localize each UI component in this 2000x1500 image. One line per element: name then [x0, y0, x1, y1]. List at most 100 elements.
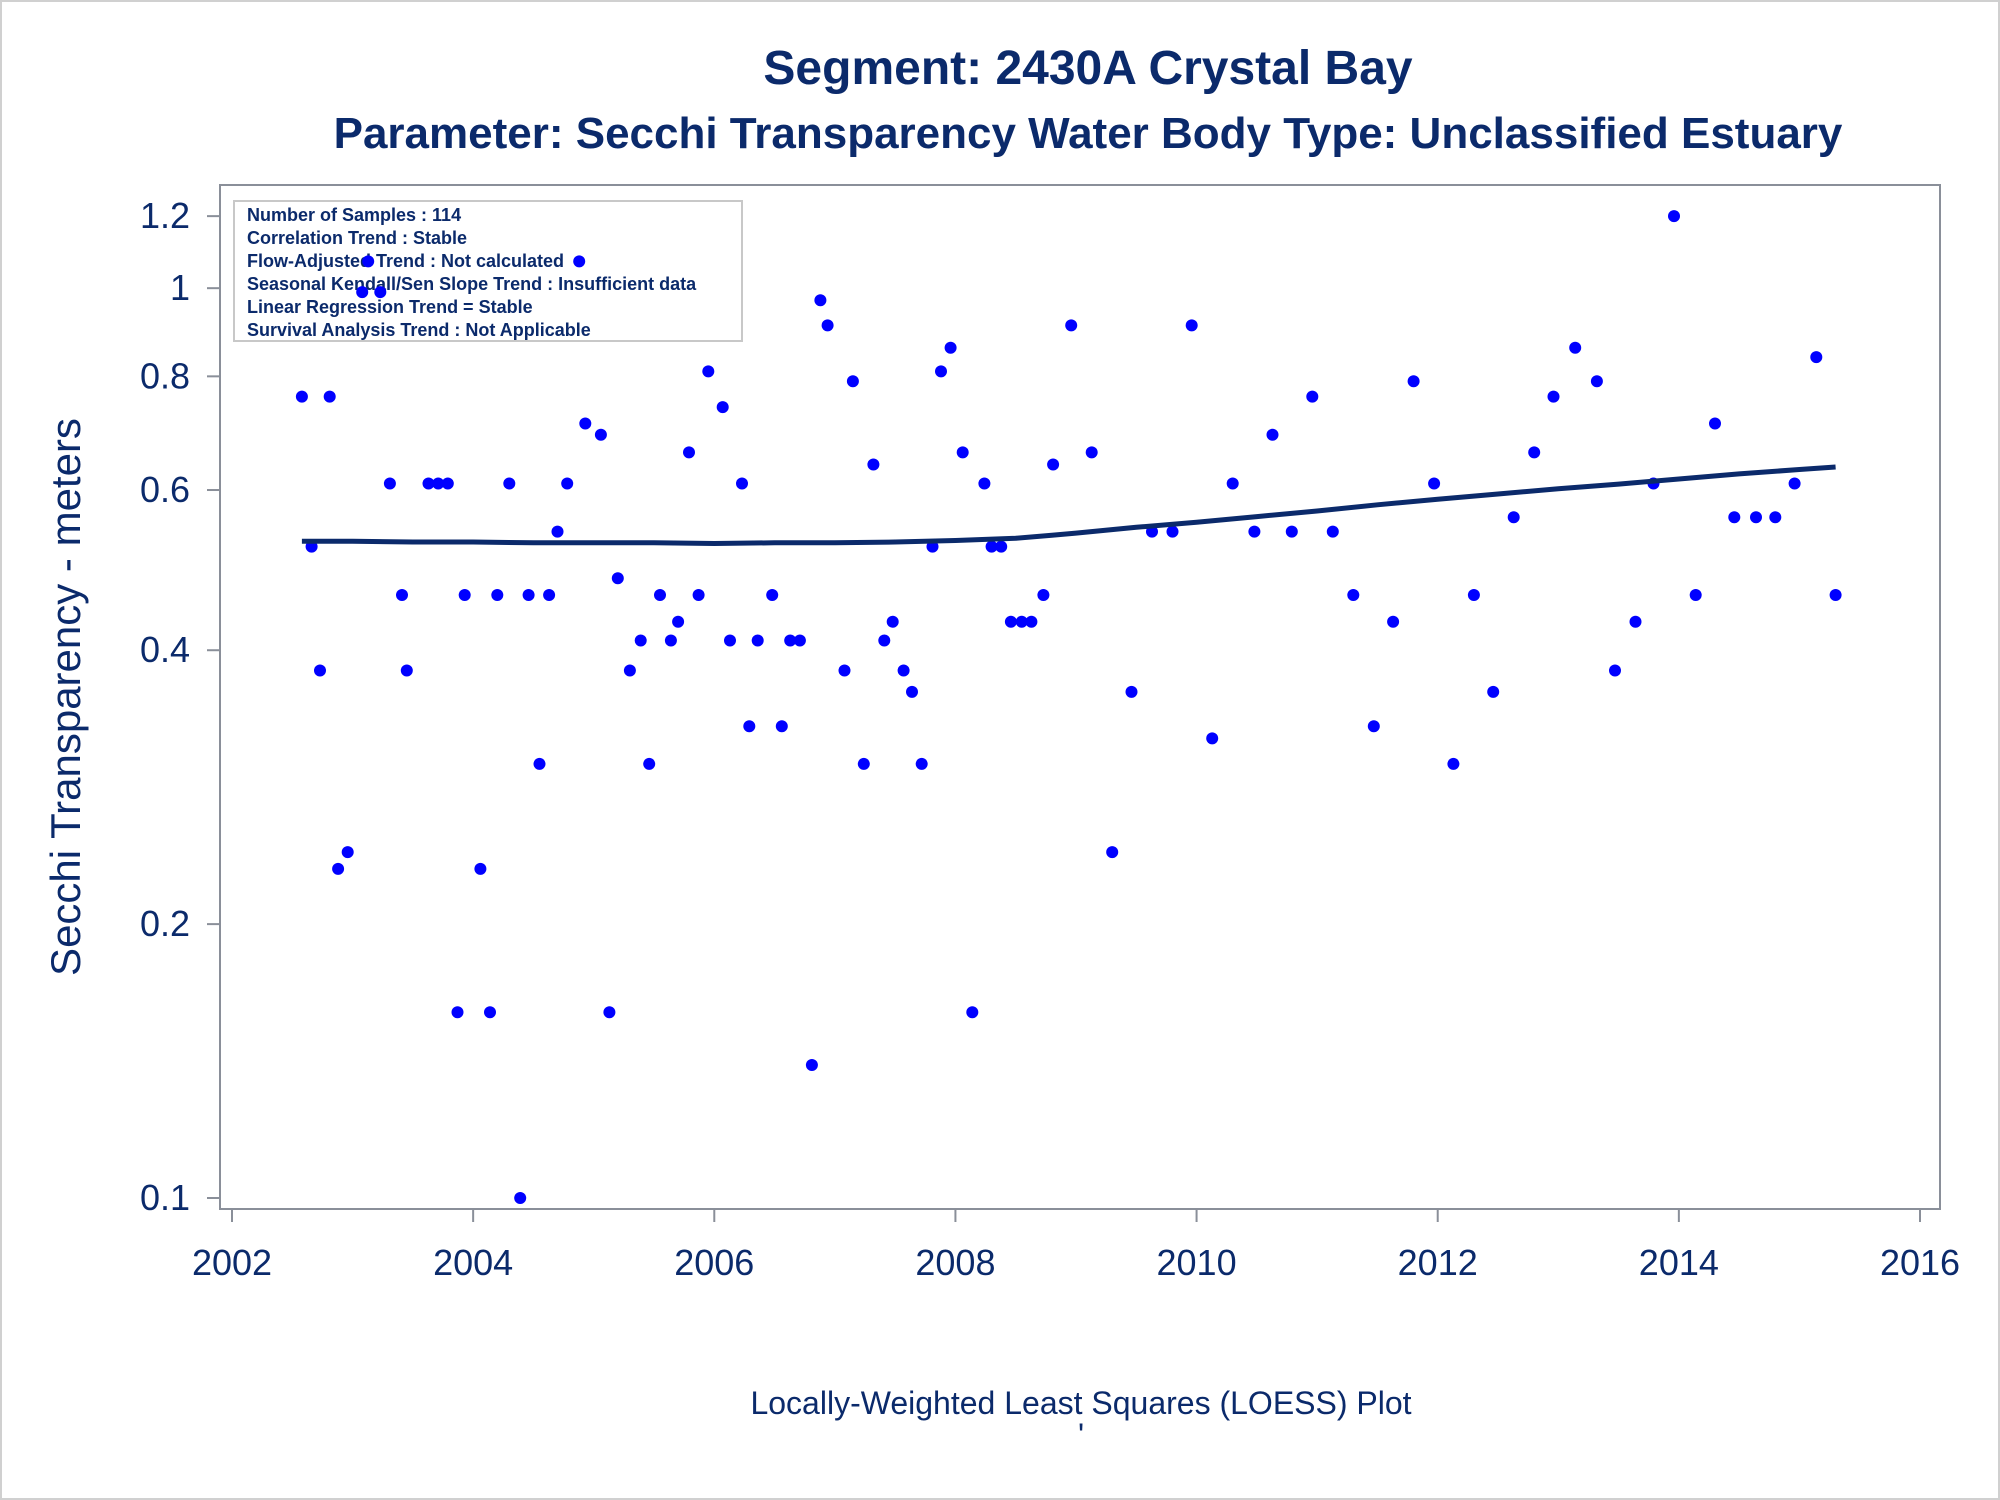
data-point: [1025, 615, 1038, 628]
data-point: [579, 417, 592, 430]
data-point: [503, 477, 516, 490]
data-point: [766, 589, 779, 601]
data-point: [1609, 664, 1621, 677]
data-point: [1085, 446, 1098, 459]
data-point: [1569, 341, 1582, 354]
data-point: [1709, 417, 1721, 430]
data-point: [594, 428, 607, 441]
data-point: [702, 365, 715, 378]
data-point: [915, 757, 928, 770]
data-point: [1226, 477, 1239, 490]
data-point: [522, 589, 535, 601]
data-point: [1185, 319, 1198, 332]
data-point: [1750, 511, 1762, 524]
data-point: [1015, 615, 1028, 628]
data-point: [1037, 589, 1050, 601]
data-point: [857, 757, 870, 770]
data-point: [1629, 615, 1642, 628]
data-point: [1447, 757, 1460, 770]
data-point: [683, 446, 695, 459]
data-point: [543, 589, 556, 601]
data-point: [966, 1006, 979, 1019]
data-point: [1728, 511, 1741, 524]
data-point: [664, 634, 677, 647]
stat-flow-adjusted-trend: Flow-Adjusted Trend : Not calculated: [247, 251, 564, 271]
data-point: [422, 477, 435, 490]
data-point: [672, 615, 685, 628]
data-point: [1326, 525, 1339, 538]
chart-footnote: Locally-Weighted Least Squares (LOESS) P…: [750, 1385, 1411, 1421]
x-tick-label: 2002: [192, 1242, 272, 1283]
data-point: [1004, 615, 1017, 628]
data-point: [886, 615, 899, 628]
data-point: [814, 294, 827, 307]
data-point: [1407, 375, 1420, 388]
data-point: [383, 477, 396, 490]
data-point: [441, 477, 454, 490]
data-point: [643, 757, 656, 770]
data-point: [1547, 390, 1560, 403]
data-point: [603, 1006, 616, 1019]
data-point: [451, 1006, 464, 1019]
y-tick-label: 0.1: [140, 1177, 190, 1218]
data-point: [1285, 525, 1298, 538]
data-point: [985, 540, 998, 553]
y-tick-label: 1.2: [140, 195, 190, 236]
data-point: [716, 401, 729, 414]
x-tick-label: 2012: [1398, 1242, 1478, 1283]
data-point: [1507, 511, 1520, 524]
data-point: [323, 390, 336, 403]
x-tick-label: 2006: [674, 1242, 754, 1283]
data-point: [906, 685, 918, 698]
data-point: [561, 477, 574, 490]
x-axis: 2002 2004 2006 2008 2010 2012 2014 2016: [192, 1209, 1960, 1283]
data-point: [897, 664, 910, 677]
y-tick-label: 1: [170, 267, 190, 308]
data-point: [724, 634, 736, 647]
data-point: [1467, 589, 1480, 601]
y-tick-label: 0.4: [140, 629, 190, 670]
data-point: [1047, 458, 1060, 471]
x-tick-label: 2004: [433, 1242, 513, 1283]
data-point: [295, 390, 308, 403]
data-point: [484, 1006, 496, 1019]
data-point: [956, 446, 969, 459]
data-point: [634, 634, 647, 647]
data-point: [838, 664, 851, 677]
data-point: [1248, 525, 1261, 538]
y-axis-label: Secchi Transparency - meters: [42, 418, 89, 976]
chart-title: Segment: 2430A Crystal Bay: [763, 42, 1412, 95]
data-point: [1347, 589, 1360, 601]
plot-area: [219, 184, 1941, 1210]
y-tick-label: 0.2: [140, 903, 190, 944]
data-point: [1106, 846, 1119, 859]
y-tick-label: 0.8: [140, 355, 190, 396]
data-point: [551, 525, 564, 538]
data-point: [332, 862, 345, 875]
data-point: [1125, 685, 1138, 698]
data-point: [775, 720, 788, 733]
x-tick-label: 2008: [915, 1242, 995, 1283]
data-point: [1367, 720, 1380, 733]
data-point: [1065, 319, 1078, 332]
data-point: [743, 720, 756, 733]
data-point: [1788, 477, 1801, 490]
data-point: [400, 664, 413, 677]
data-point: [821, 319, 834, 332]
data-point: [1590, 375, 1603, 388]
data-point: [514, 1192, 527, 1204]
data-point: [573, 255, 586, 268]
data-point: [1266, 428, 1279, 441]
data-point: [736, 477, 748, 490]
data-point: [935, 365, 947, 378]
data-point: [1769, 511, 1782, 524]
data-point: [1829, 589, 1842, 601]
stats-legend: Number of Samples : 114 Correlation Tren…: [233, 200, 743, 342]
data-point: [692, 589, 705, 601]
x-tick-label: 2010: [1157, 1242, 1237, 1283]
loess-trend-line: [301, 464, 1836, 547]
data-point: [1166, 525, 1179, 538]
x-tick-label: 2014: [1639, 1242, 1719, 1283]
data-point: [878, 634, 891, 647]
data-point: [458, 589, 471, 601]
